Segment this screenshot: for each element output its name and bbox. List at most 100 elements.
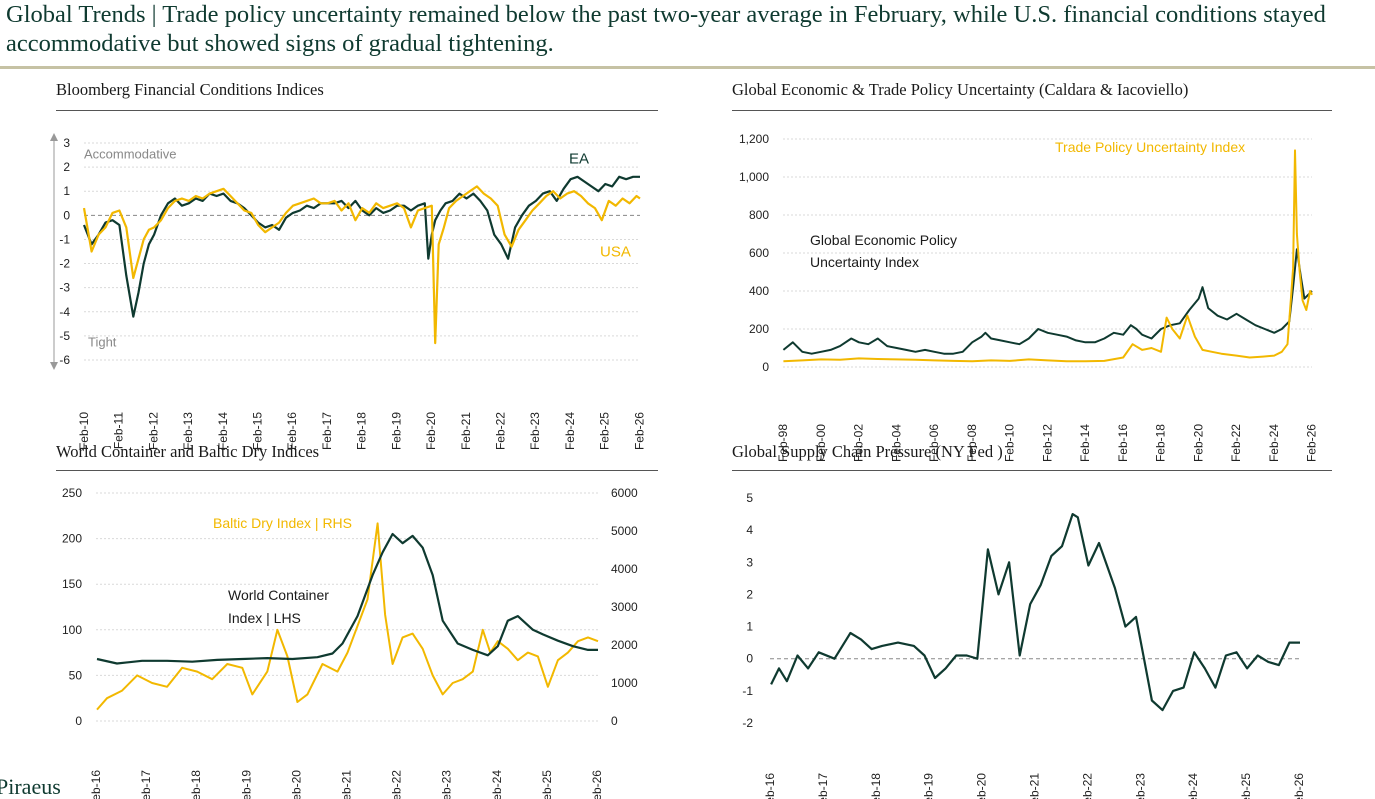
legend-label-ea: EA xyxy=(569,150,589,167)
x-tick-label: Feb-24 xyxy=(563,412,577,450)
y-tick-label-left: 0 xyxy=(75,714,82,728)
series-line-tpu xyxy=(783,149,1313,363)
x-tick-label: Feb-14 xyxy=(1078,424,1092,462)
chart-title-fci: Bloomberg Financial Conditions Indices xyxy=(56,80,324,99)
x-tick-label: Feb-18 xyxy=(189,770,203,799)
legend-label-usa: USA xyxy=(600,243,631,260)
y-tick-label: 3 xyxy=(63,136,70,150)
y-tick-label: 4 xyxy=(746,523,753,537)
x-tick-label: Feb-17 xyxy=(816,773,830,799)
chart-title-gepu: Global Economic & Trade Policy Uncertain… xyxy=(732,80,1189,99)
x-tick-label: Feb-21 xyxy=(339,770,353,799)
x-tick-label: Feb-23 xyxy=(440,770,454,799)
y-tick-label: 1 xyxy=(63,184,70,198)
y-tick-label: 2 xyxy=(63,160,70,174)
x-tick-label: Feb-20 xyxy=(1191,424,1205,462)
y-tick-label-right: 4000 xyxy=(611,562,638,576)
x-tick-label: Feb-25 xyxy=(540,770,554,799)
y-tick-label: -6 xyxy=(59,353,70,367)
x-tick-label: Feb-19 xyxy=(239,770,253,799)
x-tick-label: Feb-04 xyxy=(889,424,903,462)
x-tick-label: Feb-13 xyxy=(181,412,195,450)
x-tick-label: Feb-14 xyxy=(216,412,230,450)
x-tick-label: Feb-22 xyxy=(390,770,404,799)
y-tick-label-right: 5000 xyxy=(611,524,638,538)
chart-title-rule xyxy=(56,110,658,111)
y-tick-label-left: 100 xyxy=(62,623,82,637)
x-tick-label: Feb-18 xyxy=(1154,424,1168,462)
y-tick-label-left: 150 xyxy=(62,577,82,591)
y-tick-label-left: 200 xyxy=(62,532,82,546)
chart-title-rule xyxy=(732,470,1332,471)
x-tick-label: Feb-12 xyxy=(146,412,160,450)
series-line-gscpi xyxy=(770,513,1300,712)
series-line-ea xyxy=(82,175,640,318)
series-line-gepu xyxy=(782,248,1313,355)
y-tick-label: 1,000 xyxy=(739,170,769,184)
x-tick-label: Feb-22 xyxy=(1229,424,1243,462)
y-tick-label: -2 xyxy=(742,716,753,730)
y-tick-label: -5 xyxy=(59,329,70,343)
x-tick-label: Feb-18 xyxy=(355,412,369,450)
y-tick-label: 800 xyxy=(749,208,769,222)
x-tick-label: Feb-26 xyxy=(1292,773,1306,799)
y-tick-label: 600 xyxy=(749,246,769,260)
x-tick-label: Feb-23 xyxy=(528,412,542,450)
legend-label-gepu-line2: Uncertainty Index xyxy=(810,254,919,270)
y-tick-label: -2 xyxy=(59,257,70,271)
arrow-down-icon xyxy=(50,362,58,370)
title-divider xyxy=(0,66,1375,69)
x-tick-label: Feb-10 xyxy=(1003,424,1017,462)
y-tick-label: 2 xyxy=(746,587,753,601)
series-line-usa xyxy=(82,185,641,345)
x-tick-label: Feb-26 xyxy=(632,412,646,450)
x-tick-label: Feb-25 xyxy=(1239,773,1253,799)
y-tick-label-left: 50 xyxy=(69,668,83,682)
y-tick-label: -1 xyxy=(742,684,753,698)
legend-label-bdi: Baltic Dry Index | RHS xyxy=(213,515,352,531)
x-tick-label: Feb-98 xyxy=(776,424,790,462)
y-tick-label-left: 250 xyxy=(62,486,82,500)
y-tick-label: 3 xyxy=(746,555,753,569)
y-tick-label: 0 xyxy=(63,208,70,222)
x-tick-label: Feb-20 xyxy=(289,770,303,799)
brand-logo: Piraeus xyxy=(0,774,61,799)
legend-label-wci-line2: Index | LHS xyxy=(228,610,301,626)
y-tick-label: 1,200 xyxy=(739,132,769,146)
x-tick-label: Feb-25 xyxy=(598,412,612,450)
x-tick-label: Feb-00 xyxy=(814,424,828,462)
y-tick-label: -4 xyxy=(59,305,70,319)
x-tick-label: Feb-21 xyxy=(459,412,473,450)
x-tick-label: Feb-10 xyxy=(77,412,91,450)
x-tick-label: Feb-22 xyxy=(493,412,507,450)
annotation-accommodative: Accommodative xyxy=(84,147,176,162)
x-tick-label: Feb-16 xyxy=(89,770,103,799)
x-tick-label: Feb-17 xyxy=(320,412,334,450)
x-tick-label: Feb-22 xyxy=(1080,773,1094,799)
y-tick-label: -1 xyxy=(59,232,70,246)
x-tick-label: Feb-17 xyxy=(139,770,153,799)
legend-label-tpu: Trade Policy Uncertainty Index xyxy=(1055,139,1245,155)
arrow-up-icon xyxy=(50,133,58,141)
legend-label-gepu-line1: Global Economic Policy xyxy=(810,232,957,248)
legend-label-wci-line1: World Container xyxy=(228,587,329,603)
x-tick-label: Feb-26 xyxy=(1305,424,1319,462)
y-tick-label: 0 xyxy=(762,360,769,374)
y-tick-label-right: 0 xyxy=(611,714,618,728)
x-tick-label: Feb-18 xyxy=(869,773,883,799)
y-tick-label: 0 xyxy=(746,652,753,666)
chart-title-rule xyxy=(56,470,658,471)
annotation-tight: Tight xyxy=(88,335,117,350)
y-tick-label-right: 2000 xyxy=(611,638,638,652)
y-tick-label: -3 xyxy=(59,281,70,295)
x-tick-label: Feb-19 xyxy=(389,412,403,450)
x-tick-label: Feb-24 xyxy=(1186,773,1200,799)
chart-title-wci: World Container and Baltic Dry Indices xyxy=(56,442,320,461)
x-tick-label: Feb-06 xyxy=(927,424,941,462)
chart-title-gscpi: Global Supply Chain Pressure (NY Fed ) xyxy=(732,442,1003,461)
x-tick-label: Feb-16 xyxy=(1116,424,1130,462)
page-title: Global Trends | Trade policy uncertainty… xyxy=(6,1,1326,57)
x-tick-label: Feb-08 xyxy=(965,424,979,462)
y-tick-label-right: 6000 xyxy=(611,486,638,500)
